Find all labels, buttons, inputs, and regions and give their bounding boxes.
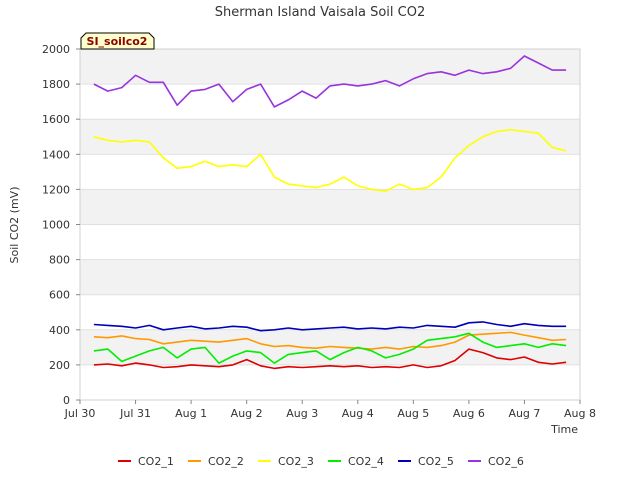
legend-label: CO2_4 — [348, 455, 384, 468]
y-tick-label: 1200 — [42, 183, 70, 196]
legend: CO2_1 CO2_2 CO2_3 CO2_4 CO2_5 CO2_6 — [118, 455, 524, 468]
x-axis-ticks: Jul 30 Jul 31 Aug 1 Aug 2 Aug 3 Aug 4 Aug 5 Aug… — [64, 400, 596, 420]
legend-label: CO2_6 — [488, 455, 524, 468]
legend-label: CO2_1 — [138, 455, 174, 468]
series-tag-label: SI_soilco2 — [87, 35, 148, 48]
series-line-co2-5 — [93, 321, 567, 332]
series-tag: SI_soilco2 — [80, 32, 155, 50]
y-tick-label: 1400 — [42, 148, 70, 161]
x-tick-label: Aug 6 — [453, 407, 485, 420]
y-tick-label: 1000 — [42, 219, 70, 232]
plot-band — [80, 119, 580, 155]
x-axis-label: Time — [550, 423, 578, 436]
legend-label: CO2_5 — [418, 455, 454, 468]
x-tick-label: Jul 30 — [64, 407, 96, 420]
y-tick-label: 0 — [63, 394, 70, 407]
y-tick-label: 200 — [49, 359, 70, 372]
y-tick-label: 400 — [49, 324, 70, 337]
plot-band — [80, 49, 580, 85]
series-tag-box — [80, 32, 155, 50]
series-line-co2-4 — [93, 332, 567, 364]
plot-bands — [80, 49, 580, 365]
x-tick-label: Aug 8 — [564, 407, 596, 420]
y-tick-label: 600 — [49, 289, 70, 302]
x-tick-label: Aug 3 — [286, 407, 318, 420]
plot-band — [80, 189, 580, 225]
x-tick-label: Aug 2 — [231, 407, 263, 420]
y-tick-label: 1800 — [42, 78, 70, 91]
series-line-co2-3 — [93, 128, 567, 192]
legend-label: CO2_3 — [278, 455, 314, 468]
y-axis-label: Soil CO2 (mV) — [8, 187, 21, 264]
x-tick-label: Jul 31 — [119, 407, 151, 420]
y-tick-label: 2000 — [42, 43, 70, 56]
y-axis-ticks: 0 200 400 600 800 1000 1200 1400 1600 1800 2000 — [42, 43, 80, 407]
y-tick-label: 800 — [49, 254, 70, 267]
series-line-co2-2 — [93, 331, 567, 350]
x-tick-label: Aug 1 — [175, 407, 207, 420]
series-line-co2-6 — [93, 55, 567, 108]
y-tick-label: 1600 — [42, 113, 70, 126]
chart-title: Sherman Island Vaisala Soil CO2 — [215, 5, 425, 20]
x-tick-label: Aug 5 — [397, 407, 429, 420]
legend-label: CO2_2 — [208, 455, 244, 468]
x-tick-label: Aug 4 — [342, 407, 374, 420]
plot-band — [80, 259, 580, 295]
series-line-co2-1 — [93, 348, 567, 370]
x-tick-label: Aug 7 — [508, 407, 540, 420]
series-lines — [93, 55, 567, 370]
